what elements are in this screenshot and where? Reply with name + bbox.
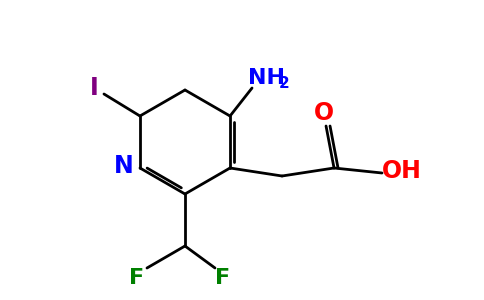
Text: F: F	[129, 268, 145, 288]
Text: N: N	[114, 154, 134, 178]
Text: OH: OH	[382, 159, 422, 183]
Text: 2: 2	[279, 76, 289, 92]
Text: NH: NH	[247, 68, 285, 88]
Text: F: F	[215, 268, 230, 288]
Text: O: O	[314, 101, 334, 125]
Text: I: I	[90, 76, 98, 100]
